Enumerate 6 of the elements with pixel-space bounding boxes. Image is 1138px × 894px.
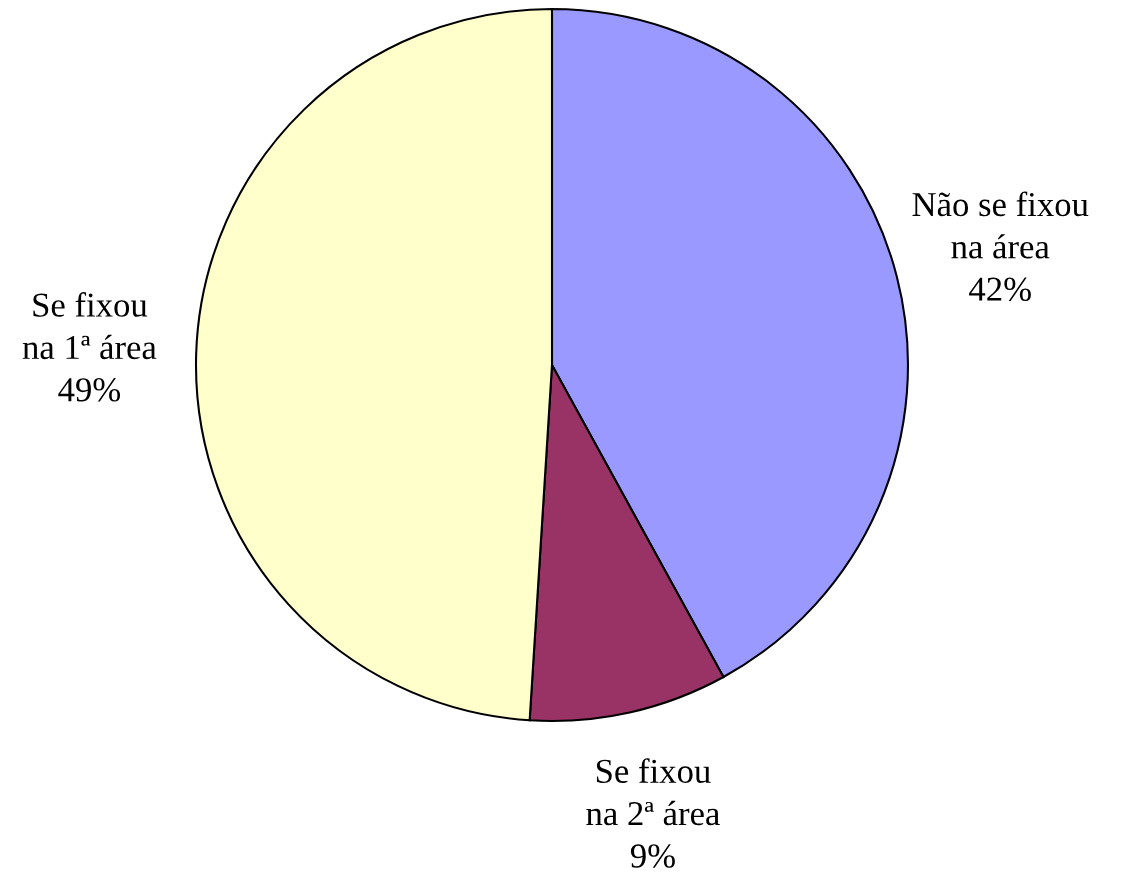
- data-label: 42%: [969, 277, 1031, 302]
- slice-label: Se fixou na 2ª área: [586, 758, 720, 826]
- slice-label: Não se fixou na área: [912, 191, 1089, 259]
- data-label: 9%: [630, 844, 675, 868]
- data-label: 49%: [58, 378, 121, 402]
- slice-label: Se fixou na 1ª área: [22, 292, 157, 360]
